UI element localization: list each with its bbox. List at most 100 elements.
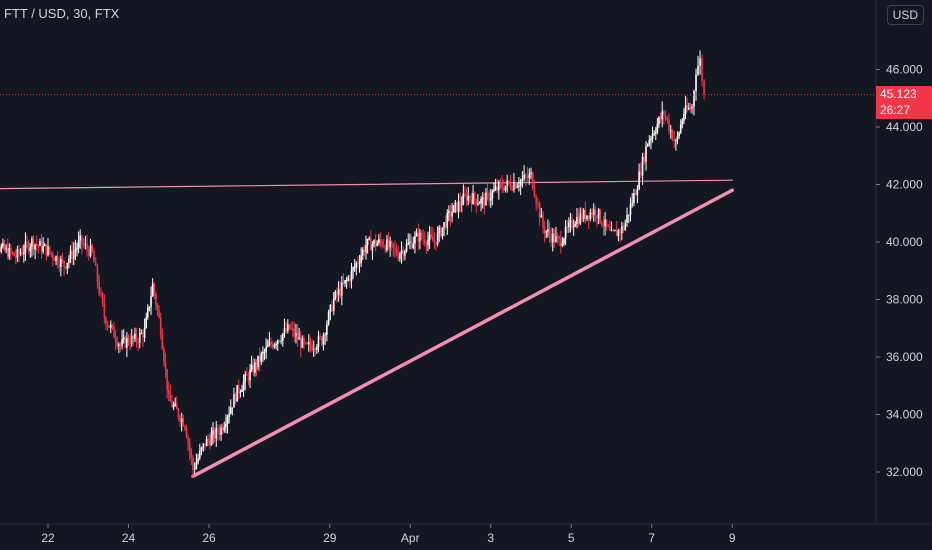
candle-body <box>491 191 494 198</box>
candle-body <box>376 243 379 246</box>
candle-body <box>260 353 263 362</box>
candle-body <box>273 344 276 348</box>
candle-body <box>506 180 508 186</box>
candle-body <box>390 241 393 244</box>
candle-body <box>469 195 471 199</box>
candle-body <box>614 230 616 232</box>
candle-body <box>650 138 652 141</box>
candle-body <box>283 328 286 334</box>
candle-body <box>415 232 418 237</box>
candle-body <box>218 432 221 435</box>
candle-body <box>127 338 130 343</box>
candle-body <box>213 430 216 439</box>
candle-body <box>281 333 284 341</box>
candle-body <box>280 340 282 342</box>
candle-body <box>304 342 307 344</box>
candle-body <box>503 188 505 191</box>
candle-body <box>530 172 532 175</box>
candle-body <box>185 427 188 438</box>
candle-body <box>301 338 304 348</box>
candle-body <box>523 174 525 179</box>
x-tick-label: Apr <box>401 531 420 545</box>
candle-body <box>508 180 510 184</box>
candle-body <box>572 226 575 228</box>
candle-body <box>513 182 515 190</box>
candle-body <box>668 120 670 131</box>
candle-body <box>5 247 7 250</box>
candle-body <box>374 240 377 246</box>
candle-body <box>122 337 125 340</box>
candle-body <box>641 156 644 176</box>
candle-body <box>200 447 203 451</box>
candle-body <box>195 462 198 469</box>
candle-body <box>373 240 375 245</box>
candle-body <box>209 440 211 446</box>
candle-body <box>678 132 680 137</box>
symbol-title[interactable]: FTT / USD, 30, FTX <box>4 6 120 21</box>
candle-body <box>103 303 106 318</box>
candle-body <box>669 130 672 132</box>
candle-body <box>159 317 162 335</box>
candle-body <box>545 231 548 234</box>
candle-body <box>101 293 104 304</box>
candle-body <box>464 194 466 196</box>
candle-body <box>217 427 219 433</box>
candle-body <box>602 225 605 227</box>
candle-body <box>0 248 1 252</box>
candle-body <box>81 235 83 245</box>
candle-body <box>691 106 693 109</box>
candle-body <box>638 171 640 190</box>
candle-body <box>212 430 214 435</box>
candle-body <box>361 249 364 256</box>
candle-body <box>591 212 593 216</box>
candle-body <box>47 246 49 256</box>
candle-body <box>309 342 312 347</box>
candle-body <box>410 241 413 249</box>
candle-body <box>679 124 682 133</box>
candle-body <box>76 247 78 250</box>
ascending-support-line[interactable] <box>191 188 734 479</box>
x-tick-label: 7 <box>648 531 655 545</box>
candle-body <box>193 468 196 470</box>
candle-body <box>113 325 115 338</box>
candle-body <box>252 364 255 373</box>
candle-body <box>465 194 468 201</box>
candle-body <box>63 260 65 267</box>
candle-body <box>254 362 256 373</box>
candle-body <box>365 245 367 253</box>
candle-body <box>687 107 690 110</box>
candle-body <box>695 74 697 91</box>
candle-body <box>609 226 611 231</box>
candle-body <box>486 192 489 194</box>
candle-body <box>108 325 110 328</box>
candle-body <box>419 232 421 242</box>
candle-body <box>483 197 486 206</box>
candle-body <box>582 210 585 220</box>
candle-body <box>475 199 478 205</box>
candle-body <box>34 244 36 250</box>
x-tick-label: 5 <box>568 531 575 545</box>
candle-body <box>223 426 226 431</box>
candle-body <box>703 81 705 95</box>
candle-body <box>215 427 218 439</box>
candle-body <box>387 239 390 247</box>
candle-body <box>553 233 556 242</box>
currency-button[interactable]: USD <box>886 5 924 25</box>
horizontal-resistance-line[interactable] <box>0 179 733 190</box>
x-tick-label: 24 <box>122 531 136 545</box>
candle-body <box>422 237 424 239</box>
candle-body <box>24 241 27 253</box>
candle-body <box>124 337 127 348</box>
candle-body <box>84 243 87 245</box>
candle-body <box>171 401 173 408</box>
candle-body <box>234 394 237 402</box>
candle-body <box>334 291 337 299</box>
candle-body <box>378 239 380 244</box>
candle-body <box>352 267 354 271</box>
candle-body <box>180 418 183 422</box>
candle-body <box>236 385 238 402</box>
candle-body <box>563 238 565 244</box>
candle-body <box>288 324 291 329</box>
candle-body <box>15 256 17 258</box>
